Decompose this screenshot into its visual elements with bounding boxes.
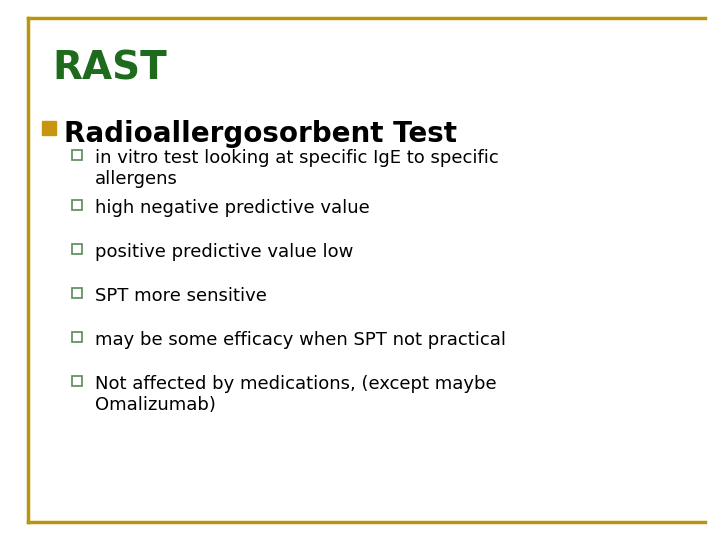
Bar [72,288,82,298]
Bar [72,200,82,210]
Bar [72,332,82,342]
Bar [42,121,56,135]
Bar [72,376,82,386]
Text: positive predictive value low: positive predictive value low [95,243,354,261]
Text: Radioallergosorbent Test: Radioallergosorbent Test [64,120,457,148]
Text: RAST: RAST [52,50,167,88]
Text: Not affected by medications, (except maybe
Omalizumab): Not affected by medications, (except may… [95,375,497,415]
Text: in vitro test looking at specific IgE to specific
allergens: in vitro test looking at specific IgE to… [95,149,499,188]
Text: SPT more sensitive: SPT more sensitive [95,287,267,305]
Bar [72,150,82,160]
Text: may be some efficacy when SPT not practical: may be some efficacy when SPT not practi… [95,331,506,349]
Bar [72,244,82,254]
Text: high negative predictive value: high negative predictive value [95,199,370,217]
